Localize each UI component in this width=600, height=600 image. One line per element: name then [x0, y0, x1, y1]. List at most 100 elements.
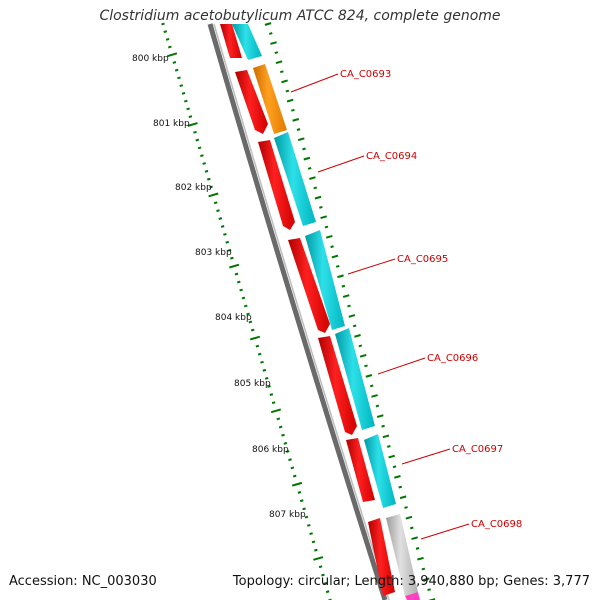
gene-feature-red: [288, 238, 330, 333]
outer-tick: [376, 414, 384, 418]
outer-tick: [399, 495, 407, 500]
minor-tick: [290, 466, 295, 470]
minor-tick: [255, 344, 260, 348]
outer-tick: [275, 60, 283, 65]
minor-tick: [213, 201, 218, 205]
outer-tick: [415, 547, 420, 550]
outer-tick: [314, 195, 322, 200]
minor-tick: [271, 401, 276, 405]
outer-tick: [358, 344, 363, 348]
gene-feature-cyan: [232, 24, 262, 60]
outer-tick: [405, 515, 413, 520]
outer-tick: [347, 304, 351, 308]
minor-tick: [161, 22, 165, 26]
gene-feature-red: [346, 438, 375, 502]
outer-tick: [309, 176, 316, 180]
outer-tick: [291, 108, 295, 112]
minor-tick: [257, 352, 262, 356]
minor-tick: [304, 515, 309, 519]
gene-feature-red: [220, 24, 242, 58]
gene-label-ca-c0694: CA_C0694: [366, 151, 417, 162]
tick-label-801: 801 kbp: [153, 119, 190, 129]
minor-tick: [186, 107, 190, 111]
tick-label-802: 802 kbp: [175, 183, 212, 193]
outer-tick: [394, 475, 401, 479]
outer-tick: [292, 118, 300, 122]
major-tick: [249, 335, 261, 341]
topology-text: Topology: circular; Length: 3,940,880 bp…: [232, 574, 590, 589]
minor-tick: [314, 548, 318, 552]
outer-tick: [421, 567, 426, 571]
gene-feature-grey: [386, 514, 418, 596]
tick-label-800: 800 kbp: [132, 54, 169, 64]
major-tick: [208, 192, 219, 198]
outer-tick: [324, 225, 329, 229]
gene-feature-cyan: [274, 132, 316, 226]
gene-feature-red: [368, 518, 395, 596]
outer-tick: [331, 254, 339, 259]
minor-tick: [181, 91, 186, 95]
outer-tick: [388, 454, 396, 459]
minor-tick: [276, 417, 281, 421]
minor-tick: [204, 169, 209, 173]
outer-tick: [409, 526, 414, 530]
minor-tick: [223, 232, 227, 236]
gene-feature-cyan: [364, 434, 396, 508]
outer-tick: [303, 156, 311, 161]
minor-tick: [220, 225, 225, 228]
outer-tick: [335, 264, 340, 268]
gene-label-leaders: [290, 73, 470, 540]
minor-tick: [206, 177, 211, 181]
minor-tick: [246, 312, 250, 316]
minor-tick: [193, 130, 197, 134]
minor-tick: [260, 360, 264, 364]
outer-tick: [392, 465, 397, 469]
outer-tick: [337, 274, 344, 279]
minor-tick: [177, 76, 181, 80]
forward-strand-features: [232, 24, 420, 600]
major-tick: [229, 263, 240, 269]
outer-tick: [348, 314, 356, 318]
minor-tick: [239, 288, 243, 292]
minor-tick: [262, 368, 267, 372]
outer-tick: [274, 51, 279, 55]
minor-tick: [216, 209, 220, 213]
minor-tick: [278, 425, 283, 429]
minor-tick: [230, 256, 234, 260]
outer-tick: [427, 588, 431, 592]
outer-tick: [417, 556, 424, 561]
major-tick: [187, 122, 198, 127]
minor-tick: [288, 458, 292, 462]
backbone: [207, 23, 388, 600]
gene-label-ca-c0693: CA_C0693: [340, 69, 391, 80]
minor-tick: [281, 433, 285, 437]
minor-tick: [248, 320, 253, 324]
minor-tick: [165, 37, 170, 41]
minor-tick: [234, 272, 239, 276]
minor-tick: [163, 30, 168, 34]
outer-tick: [404, 506, 408, 509]
tick-label-806: 806 kbp: [252, 445, 289, 455]
outer-tick: [375, 404, 380, 408]
outer-tick: [422, 577, 430, 582]
minor-tick: [200, 154, 204, 158]
minor-tick: [250, 328, 255, 332]
outer-tick: [342, 294, 350, 298]
outer-tick: [302, 147, 306, 151]
outer-tick: [320, 215, 327, 220]
tick-label-807: 807 kbp: [269, 510, 306, 520]
minor-tick: [318, 565, 323, 569]
minor-tick: [168, 45, 172, 49]
minor-tick: [188, 115, 193, 119]
minor-tick: [209, 185, 213, 189]
reverse-strand-features: [220, 24, 395, 596]
minor-tick: [236, 280, 241, 284]
gene-feature-red: [258, 140, 295, 230]
gene-label-ca-c0695: CA_C0695: [397, 254, 448, 265]
backbone-highlight: [213, 23, 390, 600]
outer-tick: [319, 206, 323, 209]
outer-tick: [381, 424, 385, 428]
gene-feature-red: [318, 336, 357, 435]
gene-feature-cyan: [305, 230, 345, 330]
gene-label-ca-c0698: CA_C0698: [471, 519, 522, 530]
